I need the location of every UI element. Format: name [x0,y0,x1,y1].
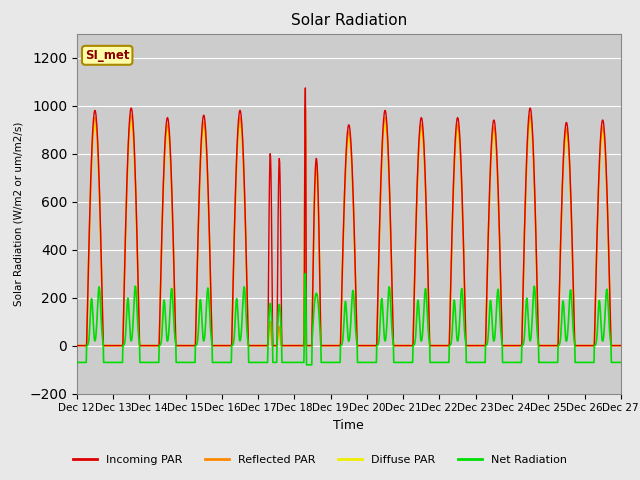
Legend: Incoming PAR, Reflected PAR, Diffuse PAR, Net Radiation: Incoming PAR, Reflected PAR, Diffuse PAR… [68,451,572,469]
Title: Solar Radiation: Solar Radiation [291,13,407,28]
X-axis label: Time: Time [333,419,364,432]
Y-axis label: Solar Radiation (W/m2 or um/m2/s): Solar Radiation (W/m2 or um/m2/s) [13,121,24,306]
Text: SI_met: SI_met [85,49,129,62]
